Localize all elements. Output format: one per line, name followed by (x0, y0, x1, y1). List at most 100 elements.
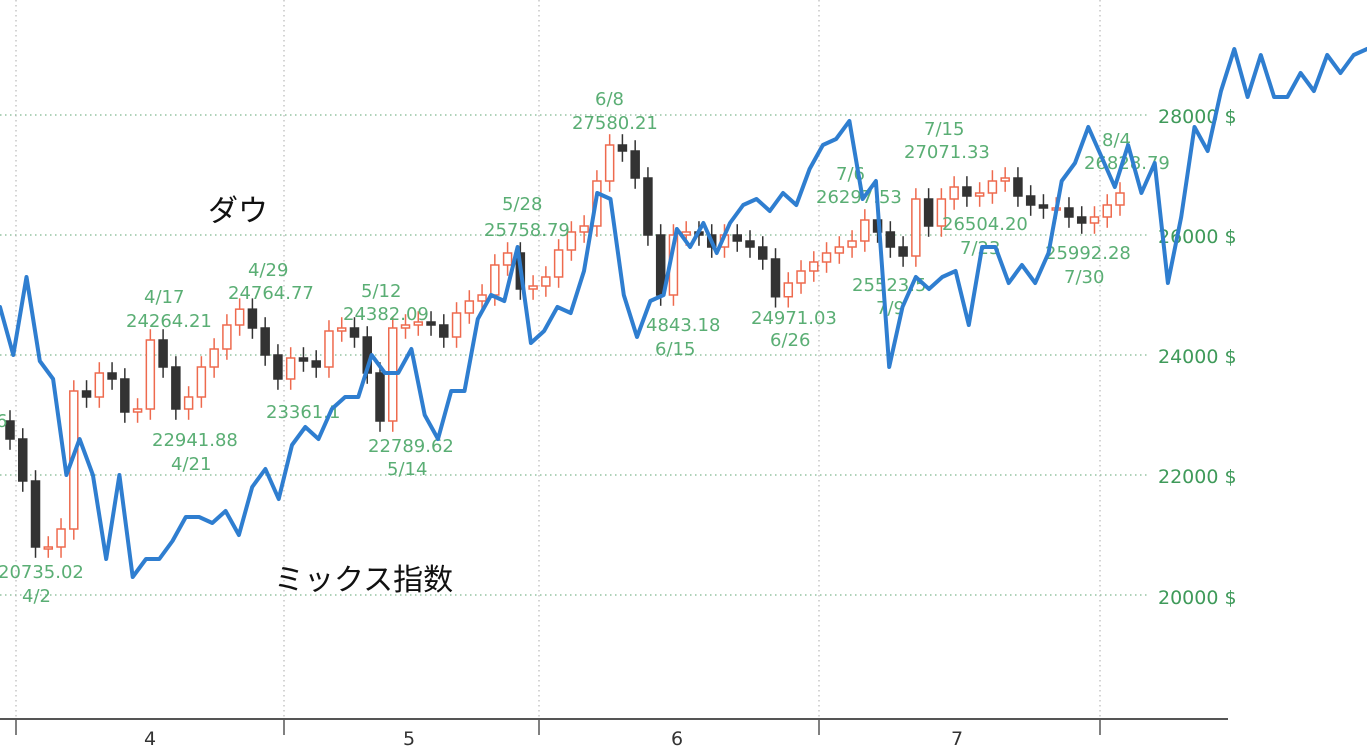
candle-body (234, 308, 245, 326)
mix-index-line (0, 47, 1367, 579)
y-axis-labels: 28000 $ 26000 $ 24000 $ 22000 $ 20000 $ (1158, 106, 1237, 609)
annotation: 22941.88 (152, 430, 238, 451)
price-annotations: 6 20735.02 4/2 4/17 24264.21 22941.88 4/… (0, 89, 1170, 607)
candle-body (1064, 207, 1074, 218)
candle-body (745, 240, 755, 248)
candle-body (834, 246, 845, 254)
candle-body (579, 225, 589, 233)
mix-index-series-label: ミックス指数 (274, 563, 453, 598)
candle-body (821, 252, 832, 263)
candle-body (298, 357, 309, 362)
candle-body (604, 144, 615, 182)
annotation: 26504.20 (942, 214, 1028, 235)
candle-body (324, 330, 334, 368)
annotation: 6/8 (595, 89, 624, 110)
x-tick-label: 4 (144, 728, 156, 750)
candle-body (260, 327, 270, 356)
annotation: 6/15 (655, 339, 695, 360)
candle-body (56, 528, 66, 548)
candle-body (171, 366, 181, 410)
candle-body (732, 234, 742, 242)
grid (0, 0, 1150, 719)
candle-body (439, 324, 449, 338)
candle-body (132, 408, 143, 413)
candle-body (1102, 204, 1112, 218)
candle-body (758, 246, 768, 260)
candle-body (1038, 204, 1049, 209)
x-tick-label: 6 (671, 728, 683, 750)
annotation: 24382.09 (343, 304, 429, 325)
candle-body (553, 249, 564, 278)
annotation: 26297.53 (816, 187, 902, 208)
candle-body (783, 282, 794, 298)
annotation: 7/15 (924, 119, 964, 140)
candle-body (158, 339, 168, 368)
candle-body (273, 354, 283, 380)
annotation: 4/2 (22, 586, 51, 607)
candle-body (1013, 177, 1023, 197)
candle-body (247, 308, 258, 329)
annotation: 4/21 (171, 454, 211, 475)
annotation: 25758.79 (484, 220, 570, 241)
candle-body (1000, 177, 1010, 182)
candle-body (974, 192, 985, 197)
y-tick-label: 24000 $ (1158, 346, 1237, 368)
candle-body (451, 312, 462, 338)
candle-body (145, 339, 156, 410)
x-tick-label: 5 (403, 728, 415, 750)
candle-body (566, 231, 577, 251)
dow-candlesticks (5, 134, 1125, 558)
candle-body (43, 546, 54, 550)
annotation: 4/29 (248, 260, 288, 281)
candle-body (285, 357, 296, 380)
annotation: 27580.21 (572, 113, 658, 134)
candle-body (490, 264, 500, 296)
x-axis: 4 5 6 7 (0, 718, 1228, 750)
candle-body (987, 180, 998, 194)
candle-body (349, 327, 360, 338)
annotation: 7/30 (1064, 267, 1104, 288)
y-tick-label: 26000 $ (1158, 226, 1237, 248)
annotation: 24971.03 (751, 308, 837, 329)
candle-body (81, 390, 92, 398)
candle-body (1089, 216, 1100, 224)
annotation: 6 (0, 411, 7, 432)
candle-body (107, 372, 117, 380)
annotation: 5/28 (502, 194, 542, 215)
candle-body (196, 366, 207, 398)
candle-body (502, 252, 513, 266)
candle-body (222, 324, 232, 350)
annotation: 24264.21 (126, 311, 212, 332)
candle-body (30, 480, 41, 548)
candle-body (183, 396, 194, 410)
candle-body (541, 276, 551, 287)
annotation: 22789.62 (368, 436, 454, 457)
candle-body (898, 246, 908, 257)
candle-body (5, 420, 15, 440)
candle-body (94, 372, 105, 398)
candle-body (1025, 195, 1036, 206)
candle-body (464, 300, 475, 314)
annotation: 8/4 (1102, 130, 1131, 151)
candle-body (949, 186, 959, 200)
dow-series-label: ダウ (208, 194, 268, 229)
annotation: 27071.33 (904, 142, 990, 163)
candle-body (18, 438, 28, 482)
annotation: 25992.28 (1045, 243, 1131, 264)
candle-body (1115, 192, 1125, 206)
annotation: 6/26 (770, 330, 810, 351)
annotation: 24764.77 (228, 283, 314, 304)
candle-body (809, 261, 819, 272)
annotation: 5/12 (361, 281, 401, 302)
annotation: 5/14 (387, 459, 427, 480)
candle-body (847, 240, 857, 248)
candle-body (770, 258, 781, 298)
candle-body (911, 198, 921, 257)
x-tick-label: 7 (951, 728, 963, 750)
candle-body (120, 378, 130, 413)
candle-body (796, 270, 806, 284)
candle-body (923, 198, 934, 227)
candle-body (426, 321, 436, 326)
candle-body (1076, 216, 1087, 224)
